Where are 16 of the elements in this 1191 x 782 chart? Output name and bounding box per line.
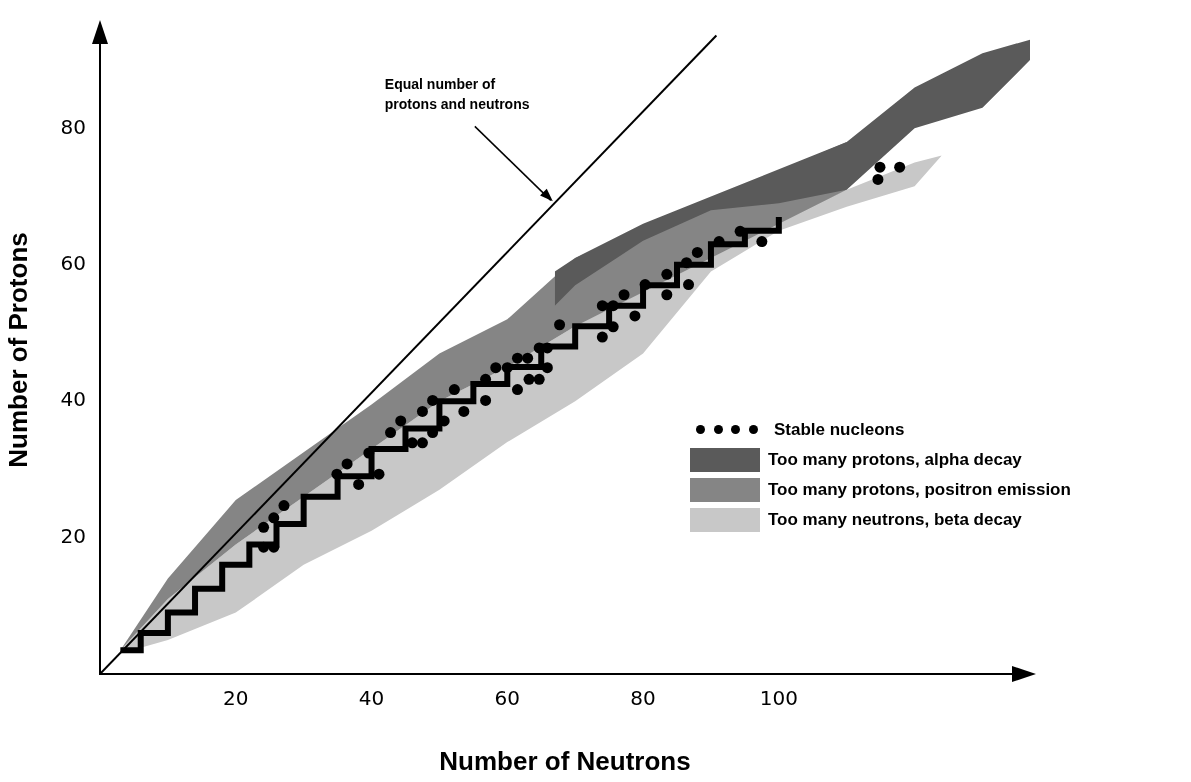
y-tick-label: 60 [60,250,86,275]
x-tick-label: 40 [358,686,385,711]
x-axis-title: Number of Neutrons [439,745,691,776]
y-tick-label: 20 [60,523,86,548]
legend-label: Too many protons, positron emission [768,479,1071,500]
x-tick-label: 20 [223,686,249,711]
y-tick-label: 80 [60,114,86,139]
x-tick-label: 60 [494,686,521,711]
annotation: Equal number of protons and neutrons [384,76,530,113]
legend-label: Too many neutrons, beta decay [768,509,1022,530]
x-tick-label: 100 [759,686,798,711]
x-tick-label: 80 [630,686,656,711]
y-axis-title: Number of Protons [2,232,33,468]
y-tick-label: 40 [60,387,86,412]
legend-label: Stable nucleons [774,419,905,440]
legend-label: Too many protons, alpha decay [768,449,1022,470]
